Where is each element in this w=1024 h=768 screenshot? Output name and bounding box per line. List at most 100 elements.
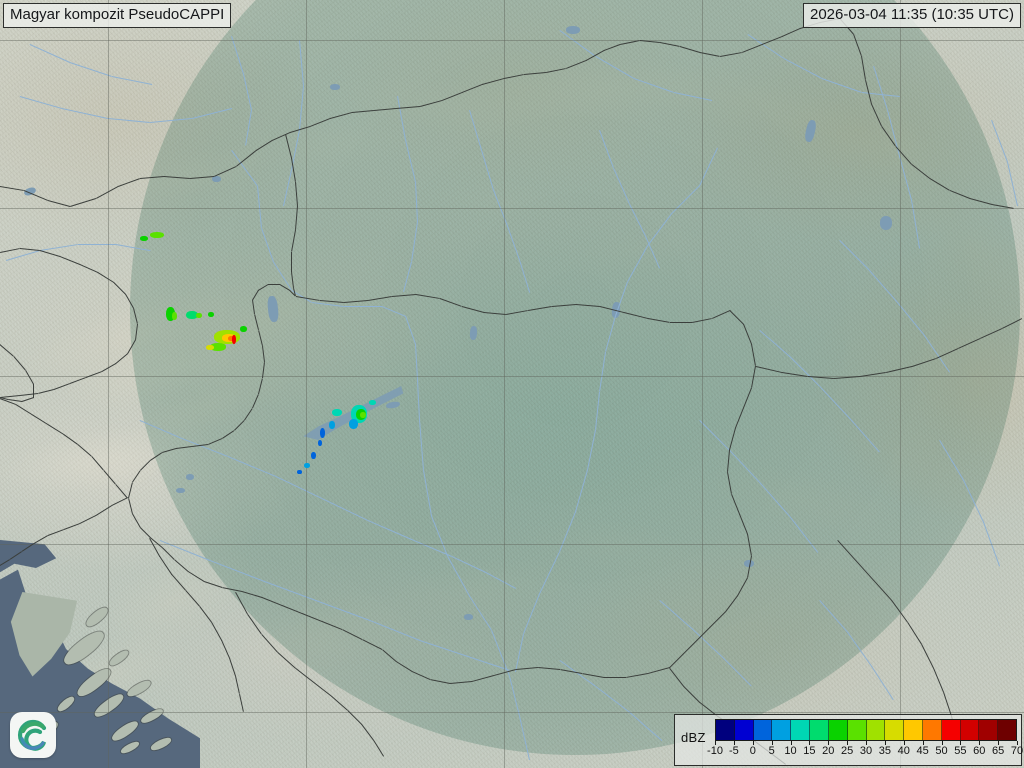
radar-echo-cell xyxy=(304,463,310,468)
colorbar-tick-label: 30 xyxy=(859,745,873,757)
radar-echo-cell xyxy=(150,232,164,238)
graticule-meridian xyxy=(306,0,307,768)
water-body xyxy=(212,176,221,182)
colorbar-swatch-10 xyxy=(904,720,923,740)
graticule-parallel xyxy=(0,40,1024,41)
radar-echo-cell xyxy=(172,312,177,320)
colorbar-tick-label: 20 xyxy=(822,745,835,757)
graticule-meridian xyxy=(504,0,505,768)
water-body xyxy=(186,474,194,480)
radar-echo-cell xyxy=(196,313,202,318)
colorbar-tick-mark xyxy=(847,741,849,745)
colorbar-swatch-9 xyxy=(885,720,905,740)
colorbar-swatch-12 xyxy=(941,720,961,740)
colorbar-tick-mark xyxy=(752,741,754,745)
radar-echo-cell xyxy=(210,343,226,351)
colorbar-tick-mark xyxy=(1017,741,1018,745)
colorbar-swatch-8 xyxy=(866,720,886,740)
colorbar-tick-label: 35 xyxy=(878,745,891,757)
radar-echo-cell xyxy=(206,345,214,350)
colorbar-tick-label: 0 xyxy=(749,745,756,757)
colorbar-tick-label: 15 xyxy=(803,745,816,757)
dbz-colorbar-legend: dBZ -10 -5 0 5 10 15 20 25 30 35 40 45 50 55 60 65 70 xyxy=(674,714,1023,766)
radar-echo-cell xyxy=(240,326,247,332)
colorbar-tick-label: 40 xyxy=(897,745,910,757)
graticule-parallel xyxy=(0,376,1024,377)
colorbar-tick-label: 10 xyxy=(784,745,797,757)
colorbar-tick-mark xyxy=(866,741,867,745)
colorbar-swatches xyxy=(715,719,1017,741)
graticule-parallel xyxy=(0,712,1024,713)
water-body xyxy=(330,84,340,90)
colorbar-tick-mark xyxy=(960,741,962,745)
colorbar-swatch-1 xyxy=(734,720,754,740)
colorbar-tick-mark xyxy=(715,741,716,745)
colorbar-tick-label: -10 xyxy=(707,745,723,757)
omsz-logo[interactable] xyxy=(10,712,56,758)
river-segment xyxy=(344,306,382,308)
water-body xyxy=(176,488,185,493)
graticule-meridian xyxy=(108,0,109,768)
border-segment xyxy=(268,284,280,286)
colorbar-tick-mark xyxy=(884,741,886,745)
colorbar-swatch-5 xyxy=(810,720,829,740)
timestamp-label: 2026-03-04 11:35 (10:35 UTC) xyxy=(802,3,1021,28)
colorbar-tick-label: 25 xyxy=(841,745,854,757)
radar-echo-cell xyxy=(297,470,302,474)
colorbar-tick-label: 60 xyxy=(973,745,986,757)
colorbar-swatch-3 xyxy=(772,720,792,740)
river-segment xyxy=(78,244,116,245)
colorbar-swatch-0 xyxy=(716,720,735,740)
colorbar-tick-label: 5 xyxy=(768,745,775,757)
colorbar-tick-label: 50 xyxy=(935,745,948,757)
water-body xyxy=(566,26,580,34)
product-title-label: Magyar kompozit PseudoCAPPI xyxy=(3,3,232,28)
radar-echo-cell xyxy=(332,409,342,416)
colorbar-tick-label: 65 xyxy=(992,745,1005,757)
radar-echo-cell xyxy=(329,421,335,429)
colorbar-tick-label: 55 xyxy=(954,745,967,757)
colorbar-swatch-14 xyxy=(979,720,999,740)
radar-echo-cell xyxy=(186,311,198,319)
colorbar-swatch-6 xyxy=(828,720,848,740)
radar-echo-cell xyxy=(208,312,214,317)
colorbar-tick-mark xyxy=(998,741,1000,745)
border-segment xyxy=(670,322,692,324)
colorbar-tick-label: -5 xyxy=(728,745,739,757)
radar-echo-cell xyxy=(318,440,322,446)
colorbar-tick-mark xyxy=(828,741,830,745)
colorbar-swatch-11 xyxy=(922,720,942,740)
radar-echo-cell xyxy=(232,335,236,344)
colorbar-tick-mark xyxy=(771,741,773,745)
radar-coverage-area xyxy=(130,0,1020,755)
colorbar-unit-label: dBZ xyxy=(681,730,706,745)
radar-echo-cell xyxy=(140,236,148,241)
radar-echo-cell xyxy=(369,400,376,405)
water-body xyxy=(464,614,473,620)
radar-echo-cell xyxy=(228,336,235,341)
colorbar-tick-mark xyxy=(941,741,943,745)
colorbar-tick-label: 45 xyxy=(916,745,929,757)
colorbar-swatch-7 xyxy=(847,720,867,740)
colorbar-swatch-13 xyxy=(960,720,980,740)
colorbar-tick-mark xyxy=(903,741,905,745)
water-body xyxy=(880,216,892,230)
colorbar-tick-mark xyxy=(809,741,811,745)
graticule-meridian xyxy=(702,0,703,768)
colorbar-tick-mark xyxy=(733,741,735,745)
colorbar-ticks: -10 -5 0 5 10 15 20 25 30 35 40 45 50 55 60 65 70 xyxy=(707,741,1023,763)
colorbar-swatch-2 xyxy=(753,720,773,740)
radar-echo-cell xyxy=(360,412,366,418)
radar-echo-cell xyxy=(166,307,175,321)
graticule-meridian xyxy=(900,0,901,768)
colorbar-tick-mark xyxy=(790,741,792,745)
colorbar-tick-mark xyxy=(979,741,981,745)
radar-echo-cell xyxy=(320,428,325,438)
colorbar-tick-mark xyxy=(922,741,924,745)
colorbar-swatch-15 xyxy=(998,720,1016,740)
